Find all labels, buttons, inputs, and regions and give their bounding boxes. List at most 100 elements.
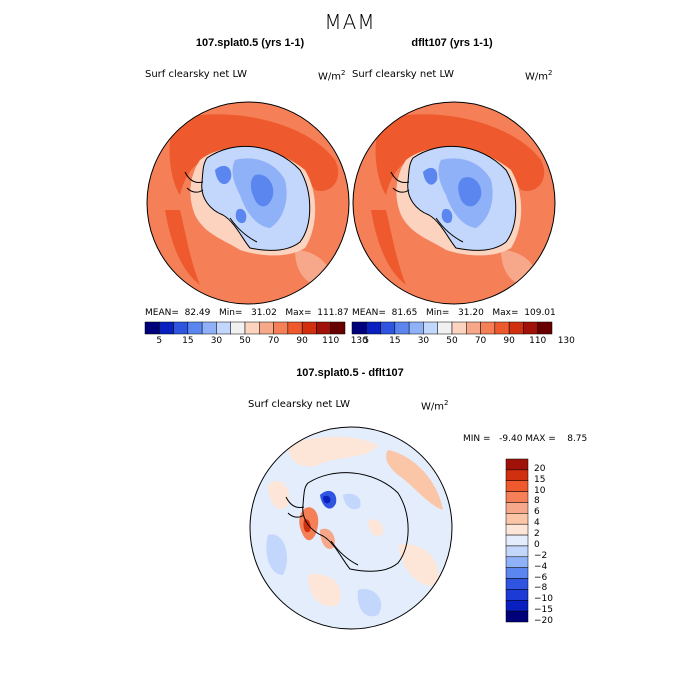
colorbar-swatch xyxy=(380,321,396,335)
ross-ice-shelf xyxy=(229,217,258,243)
diff-variable-label: Surf clearsky net LW xyxy=(248,399,351,410)
diff-title: 107.splat0.5 - dflt107 xyxy=(296,367,404,379)
colorbar-tick-label: −8 xyxy=(534,583,548,594)
panel2-stats: MEAN= 81.65 Min= 31.20 Max= 109.01 xyxy=(352,308,556,318)
colorbar-swatch xyxy=(537,321,553,335)
colorbar-tick-label: 20 xyxy=(534,463,546,474)
colorbar-swatch xyxy=(330,321,346,335)
colorbar-swatch xyxy=(451,321,467,335)
season-title: MAM xyxy=(324,10,376,34)
panel1-colorbar xyxy=(144,321,346,335)
colorbar-tick-label: −15 xyxy=(534,605,553,616)
ross-ice-shelf xyxy=(435,217,464,243)
colorbar-tick-label: 130 xyxy=(350,336,368,346)
panel2-units: W/m2 xyxy=(525,69,553,83)
colorbar-swatch xyxy=(505,513,529,525)
colorbar-swatch xyxy=(523,321,538,335)
colorbar-swatch xyxy=(505,534,529,547)
colorbar-tick-label: 2 xyxy=(534,529,540,540)
colorbar-swatch xyxy=(505,610,529,623)
colorbar-swatch xyxy=(505,469,529,481)
diff-map xyxy=(249,426,453,630)
panel1-units: W/m2 xyxy=(318,69,346,83)
colorbar-swatch xyxy=(351,321,367,335)
diff-colorbar xyxy=(505,458,529,623)
colorbar-swatch xyxy=(394,321,410,335)
colorbar-swatch xyxy=(301,321,317,335)
colorbar-swatch xyxy=(287,321,303,335)
panel2-title: dflt107 (yrs 1-1) xyxy=(411,37,493,49)
colorbar-swatch xyxy=(187,321,203,335)
colorbar-tick-label: 0 xyxy=(534,539,540,550)
colorbar-swatch xyxy=(423,321,438,335)
diff-stats: MIN = -9.40 MAX = 8.75 xyxy=(463,434,588,444)
panel2-colorbar xyxy=(351,321,553,335)
colorbar-swatch xyxy=(505,589,529,601)
peninsula xyxy=(184,171,204,193)
colorbar-tick-label: 50 xyxy=(239,336,251,346)
colorbar-tick-label: 30 xyxy=(417,336,430,346)
colorbar-tick-label: 90 xyxy=(296,336,308,346)
panel2-map xyxy=(352,101,556,305)
ross-ice-shelf xyxy=(330,540,359,566)
colorbar-tick-label: −2 xyxy=(534,550,548,561)
warm-band xyxy=(169,114,339,195)
diff-colorbar-ticks: 20 15 10 8 6 4 2 0 −2 −4 −6 −8 −10 −15 −20 xyxy=(534,459,574,626)
colorbar-tick-label: 70 xyxy=(267,336,280,346)
colorbar-swatch xyxy=(408,321,424,335)
panel1-variable-label: Surf clearsky net LW xyxy=(145,69,248,80)
peninsula xyxy=(285,496,305,518)
colorbar-swatch xyxy=(505,578,529,590)
antarctica xyxy=(302,472,409,572)
colorbar-swatch xyxy=(466,321,481,335)
colorbar-tick-label: 15 xyxy=(182,336,194,346)
colorbar-tick-label: 50 xyxy=(446,336,458,346)
colorbar-swatch xyxy=(259,321,274,335)
panel2-variable-label: Surf clearsky net LW xyxy=(352,69,455,80)
colorbar-tick-label: 110 xyxy=(529,336,547,346)
colorbar-swatch xyxy=(505,600,529,612)
colorbar-swatch xyxy=(230,321,246,335)
colorbar-swatch xyxy=(144,321,160,335)
colorbar-tick-label: 8 xyxy=(534,496,540,507)
colorbar-swatch xyxy=(216,321,231,335)
colorbar-swatch xyxy=(201,321,217,335)
colorbar-tick-label: 5 xyxy=(156,336,163,346)
colorbar-swatch xyxy=(316,321,331,335)
panel1-stats: MEAN= 82.49 Min= 31.02 Max= 111.87 xyxy=(145,308,349,318)
colorbar-tick-label: 5 xyxy=(363,336,370,346)
colorbar-tick-label: 10 xyxy=(534,485,546,496)
colorbar-swatch xyxy=(437,321,453,335)
colorbar-tick-label: 15 xyxy=(534,474,546,485)
colorbar-swatch xyxy=(505,523,529,536)
colorbar-swatch xyxy=(244,321,260,335)
colorbar-swatch xyxy=(505,458,529,471)
diff-units: W/m2 xyxy=(421,399,449,413)
panel2-colorbar-ticks: 5 15 30 50 70 90 110 130 xyxy=(352,336,574,348)
colorbar-swatch xyxy=(508,321,524,335)
colorbar-swatch xyxy=(273,321,289,335)
colorbar-swatch xyxy=(173,321,189,335)
colorbar-tick-label: 6 xyxy=(534,507,540,518)
colorbar-swatch xyxy=(505,556,529,568)
colorbar-tick-label: 15 xyxy=(389,336,401,346)
colorbar-tick-label: 90 xyxy=(503,336,515,346)
colorbar-swatch xyxy=(480,321,496,335)
diff-field xyxy=(250,427,452,629)
colorbar-swatch xyxy=(505,545,529,558)
colorbar-swatch xyxy=(159,321,174,335)
colorbar-tick-label: 30 xyxy=(210,336,223,346)
colorbar-tick-label: −10 xyxy=(534,594,553,605)
panel1-colorbar-ticks: 5 15 30 50 70 90 110 130 xyxy=(145,336,367,348)
colorbar-tick-label: −6 xyxy=(534,572,548,583)
panel1-title: 107.splat0.5 (yrs 1-1) xyxy=(195,37,305,49)
colorbar-swatch xyxy=(505,502,529,514)
colorbar-tick-label: 110 xyxy=(322,336,340,346)
colorbar-tick-label: 130 xyxy=(557,336,575,346)
warm-band xyxy=(375,114,545,195)
colorbar-swatch xyxy=(505,491,529,503)
colorbar-swatch xyxy=(366,321,381,335)
panel1-map xyxy=(146,101,350,305)
colorbar-tick-label: −4 xyxy=(534,561,548,572)
colorbar-swatch xyxy=(494,321,510,335)
